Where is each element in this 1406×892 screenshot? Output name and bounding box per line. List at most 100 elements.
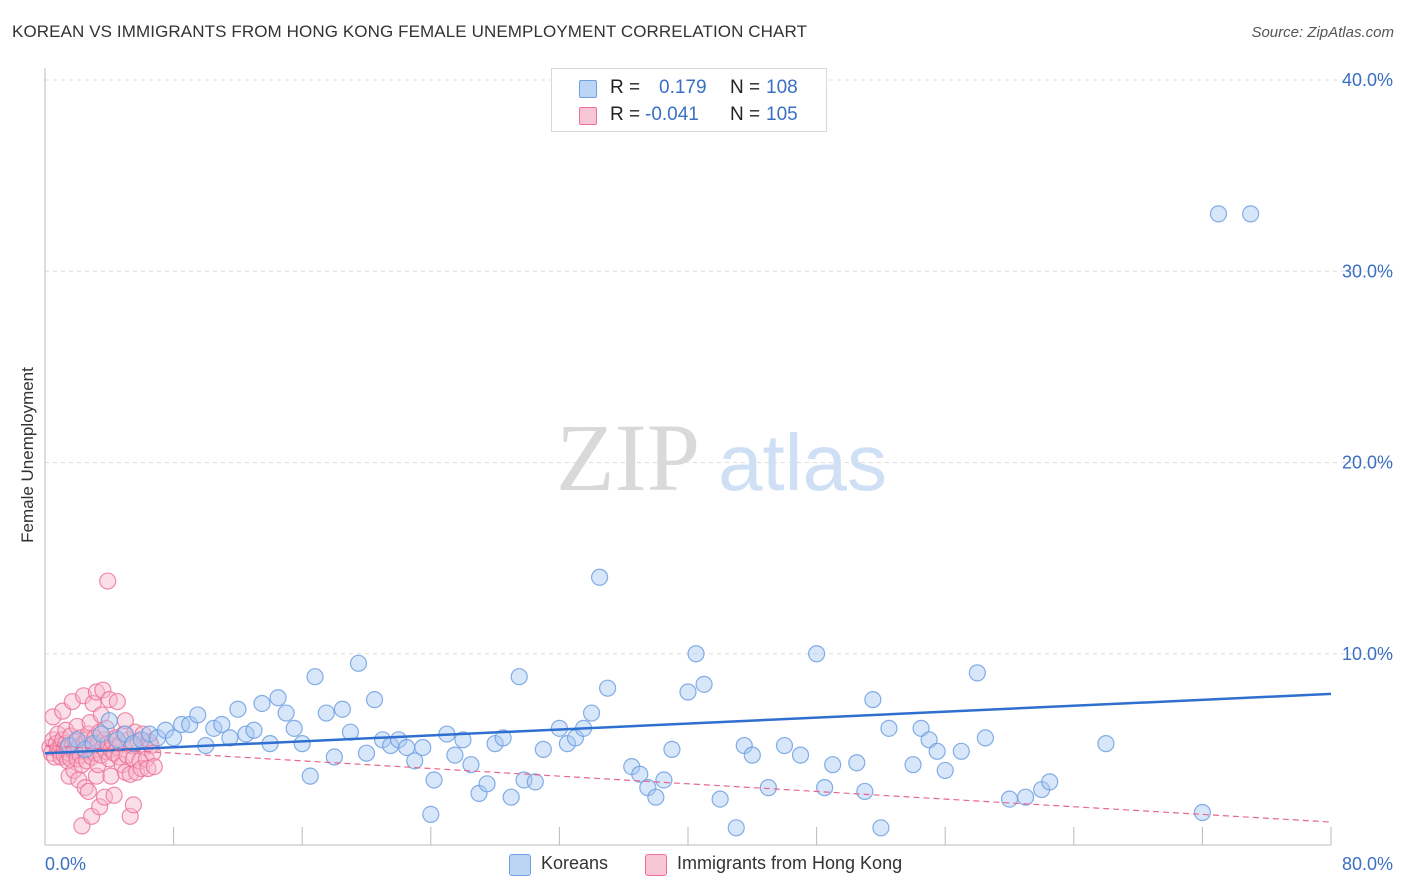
korean-point [582,704,601,722]
korean-point [904,756,922,774]
korean-point [333,700,351,718]
korean-point [140,725,159,743]
korean-point [454,731,472,749]
hongkong-point [99,572,117,590]
hongkong-point [87,683,106,701]
korean-point [880,719,898,737]
koreans-n-value: 108 [766,77,798,98]
korean-point [425,771,443,789]
korean-point [1041,773,1059,791]
koreans-n-label: N = [730,77,761,98]
hongkong-point [145,757,163,776]
korean-point [590,568,609,586]
hongkong-point [139,759,157,778]
korean-point [1016,788,1035,806]
hongkong-r-value: -0.041 [645,104,699,125]
korean-points [60,205,1260,837]
korean-point [534,740,552,758]
korean-point [365,691,384,709]
korean-point [462,756,480,774]
korean-point [510,668,528,686]
x-tick-label-max: 80.0% [1342,854,1393,874]
korean-point [301,767,319,785]
legend-row-koreans: R = 0.179 N = 108 [552,75,826,101]
koreans-legend-label: Koreans [541,853,609,873]
korean-point [293,735,311,753]
koreans-swatch [579,80,597,98]
hongkong-point [79,782,98,801]
korean-trend-line [44,692,1332,755]
y-tick-label-40: 40.0% [1342,70,1393,90]
y-axis-label: Female Unemployment [18,367,37,543]
chart-title: KOREAN VS IMMIGRANTS FROM HONG KONG FEMA… [12,22,808,41]
watermark-atlas: atlas [718,418,887,507]
korean-point [205,719,223,737]
korean-point [655,771,673,789]
gridlines [45,79,1392,655]
hongkong-point [44,708,62,726]
korean-point [269,689,287,707]
korean-point [100,712,118,730]
korean-point [647,788,665,806]
koreans-r-label: R = [610,77,641,98]
korean-point [245,721,263,739]
korean-point [695,675,713,693]
hongkong-points [41,572,163,835]
korean-point [422,805,440,824]
hongkong-point [91,798,109,816]
korean-point [1097,735,1115,753]
korean-point [325,748,343,766]
korean-point [872,819,890,837]
watermark-zip: ZIP [556,404,700,511]
korean-point [357,744,376,762]
hongkong-n-value: 105 [766,104,798,125]
source-label: Source: ZipAtlas.com [1251,24,1394,41]
korean-point [253,694,271,713]
korean-point [936,761,954,780]
korean-point [791,746,810,764]
korean-point [631,765,649,783]
legend-row-hongkong: R = -0.041 N = 105 [552,102,826,128]
korean-point [406,752,424,770]
x-tick-label-min: 0.0% [45,854,86,874]
korean-point [856,782,874,801]
korean-point [237,725,255,743]
korean-point [478,775,496,793]
hongkong-point [124,796,143,814]
korean-point [663,740,681,758]
x-tick-labels: 0.0% 80.0% [45,854,1393,874]
hongkong-point [132,759,151,778]
korean-point [229,700,247,718]
korean-point [526,773,544,791]
korean-point [807,645,826,663]
korean-point [92,725,110,743]
koreans-r-value: 0.179 [659,77,707,98]
korean-point [349,654,368,672]
korean-point [864,691,882,709]
korean-point [165,729,183,747]
korean-point [824,756,842,774]
y-tick-label-10: 10.0% [1342,644,1393,664]
korean-point [976,729,994,747]
watermark: ZIP atlas [556,404,887,511]
korean-point [968,664,986,682]
korean-point [1193,803,1212,822]
korean-point [775,736,794,755]
korean-point [599,679,617,697]
korean-point [213,715,231,734]
correlation-legend: R = 0.179 N = 108 R = -0.041 N = 105 [551,68,827,132]
korean-point [1000,790,1019,808]
korean-point [1209,205,1228,223]
korean-point [285,719,303,737]
korean-point [414,738,432,757]
korean-point [494,729,512,747]
korean-point [743,746,761,764]
y-tick-label-30: 30.0% [1342,261,1393,281]
korean-point [189,706,207,724]
korean-point [952,742,970,760]
hongkong-point [94,681,112,699]
korean-point [446,746,464,764]
korean-point [848,754,866,772]
korean-point [124,735,143,753]
